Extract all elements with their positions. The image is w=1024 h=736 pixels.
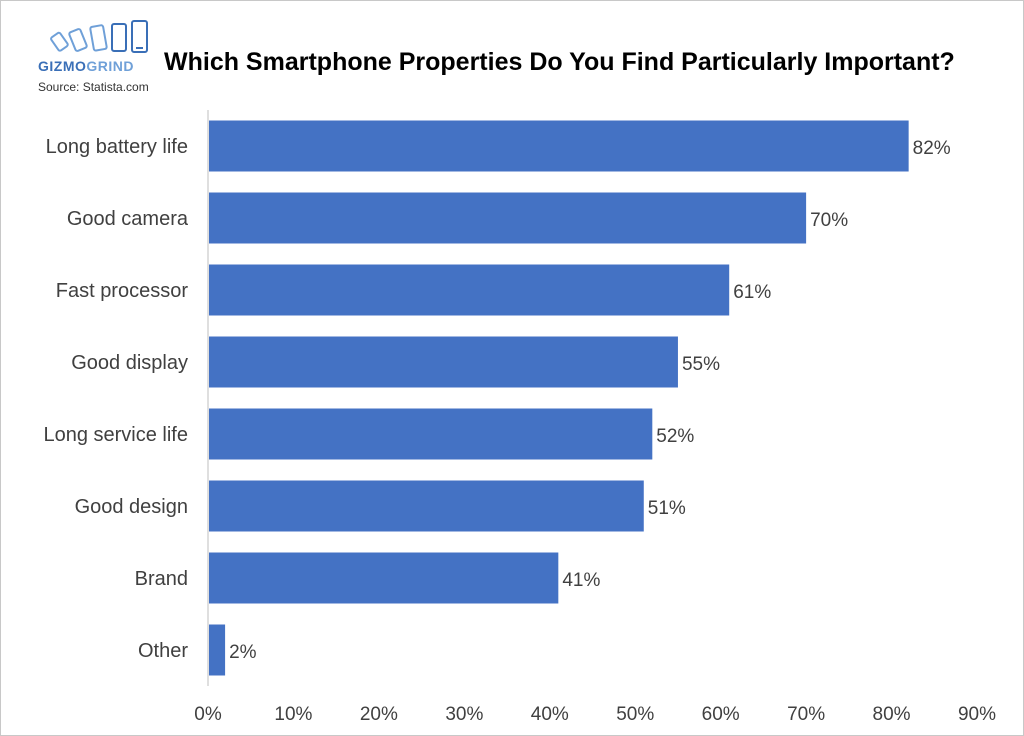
data-label: 2% xyxy=(229,642,257,663)
brand-logo: GIZMOGRIND Source: Statista.com xyxy=(38,20,158,100)
data-label: 82% xyxy=(913,138,951,159)
category-label: Other xyxy=(138,640,188,662)
bar xyxy=(209,480,644,532)
category-label: Brand xyxy=(135,568,188,590)
category-label: Good camera xyxy=(67,208,189,230)
category-label: Good design xyxy=(75,496,188,518)
x-tick-label: 10% xyxy=(274,704,312,725)
x-tick-label: 80% xyxy=(873,704,911,725)
x-tick-label: 70% xyxy=(787,704,825,725)
category-label: Long service life xyxy=(43,424,188,446)
x-tick-label: 50% xyxy=(616,704,654,725)
bar xyxy=(209,192,807,244)
data-label: 41% xyxy=(562,570,600,591)
data-label: 55% xyxy=(682,354,720,375)
category-label: Good display xyxy=(71,352,188,374)
data-label: 61% xyxy=(733,282,771,303)
bar xyxy=(209,264,730,316)
brand-wordmark: GIZMOGRIND xyxy=(38,58,134,74)
x-tick-label: 30% xyxy=(445,704,483,725)
brand-wordmark-part1: GIZMO xyxy=(38,58,87,74)
bar xyxy=(209,408,653,460)
source-note: Source: Statista.com xyxy=(38,80,149,94)
category-label: Fast processor xyxy=(56,280,189,302)
data-label: 70% xyxy=(810,210,848,231)
x-tick-label: 40% xyxy=(531,704,569,725)
x-tick-label: 60% xyxy=(702,704,740,725)
brand-wordmark-part2: GRIND xyxy=(86,58,135,74)
bar xyxy=(209,624,226,676)
devices-icon xyxy=(50,20,148,53)
bar xyxy=(209,336,678,388)
x-tick-label: 90% xyxy=(958,704,996,725)
bar xyxy=(209,120,909,172)
category-label: Long battery life xyxy=(46,136,188,158)
bar xyxy=(209,552,559,604)
x-tick-label: 20% xyxy=(360,704,398,725)
data-label: 52% xyxy=(656,426,694,447)
x-tick-label: 0% xyxy=(194,704,222,725)
data-label: 51% xyxy=(648,498,686,519)
chart-title: Which Smartphone Properties Do You Find … xyxy=(164,48,955,76)
